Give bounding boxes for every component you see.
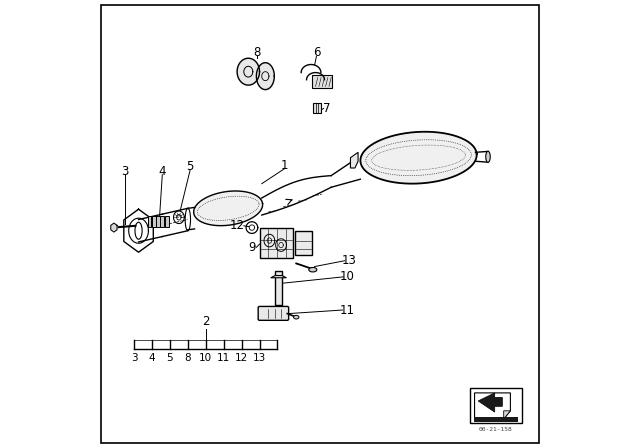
Bar bbox=[260, 228, 293, 258]
Ellipse shape bbox=[486, 151, 490, 163]
Bar bbox=[275, 271, 282, 305]
Text: 6: 6 bbox=[313, 46, 320, 60]
Text: 8: 8 bbox=[184, 353, 191, 363]
Text: 10: 10 bbox=[339, 270, 355, 284]
Text: 13: 13 bbox=[253, 353, 266, 363]
Polygon shape bbox=[111, 223, 117, 232]
Text: 00-21-158: 00-21-158 bbox=[479, 427, 513, 432]
Polygon shape bbox=[194, 191, 262, 226]
Bar bbox=[314, 103, 321, 113]
Text: 4: 4 bbox=[148, 353, 156, 363]
Text: 12: 12 bbox=[230, 219, 245, 233]
Polygon shape bbox=[237, 58, 260, 85]
Text: 11: 11 bbox=[339, 303, 355, 317]
Polygon shape bbox=[475, 393, 511, 419]
Ellipse shape bbox=[308, 267, 317, 272]
Text: 10: 10 bbox=[199, 353, 212, 363]
Polygon shape bbox=[271, 276, 287, 278]
Text: 7: 7 bbox=[323, 102, 330, 115]
Text: 2: 2 bbox=[202, 314, 209, 328]
Polygon shape bbox=[257, 63, 275, 90]
Text: 3: 3 bbox=[131, 353, 138, 363]
Bar bbox=[161, 216, 164, 227]
FancyBboxPatch shape bbox=[258, 306, 289, 320]
Text: 12: 12 bbox=[235, 353, 248, 363]
Polygon shape bbox=[504, 411, 511, 419]
Text: 3: 3 bbox=[122, 164, 129, 178]
Text: 13: 13 bbox=[342, 254, 356, 267]
Bar bbox=[470, 388, 522, 423]
FancyBboxPatch shape bbox=[312, 75, 332, 88]
Text: 11: 11 bbox=[217, 353, 230, 363]
Text: 4: 4 bbox=[159, 164, 166, 178]
Text: 9: 9 bbox=[248, 241, 255, 254]
Text: 8: 8 bbox=[253, 46, 261, 60]
Bar bbox=[474, 417, 518, 422]
Bar bbox=[164, 216, 168, 227]
Bar bbox=[152, 216, 156, 227]
Text: 1: 1 bbox=[280, 159, 288, 172]
Polygon shape bbox=[351, 152, 358, 168]
Polygon shape bbox=[478, 393, 502, 412]
Bar bbox=[156, 216, 160, 227]
Text: 5: 5 bbox=[166, 353, 173, 363]
Bar bbox=[148, 216, 152, 227]
Ellipse shape bbox=[294, 315, 299, 319]
Text: 5: 5 bbox=[186, 160, 194, 173]
Bar bbox=[296, 231, 312, 255]
Polygon shape bbox=[360, 132, 477, 184]
